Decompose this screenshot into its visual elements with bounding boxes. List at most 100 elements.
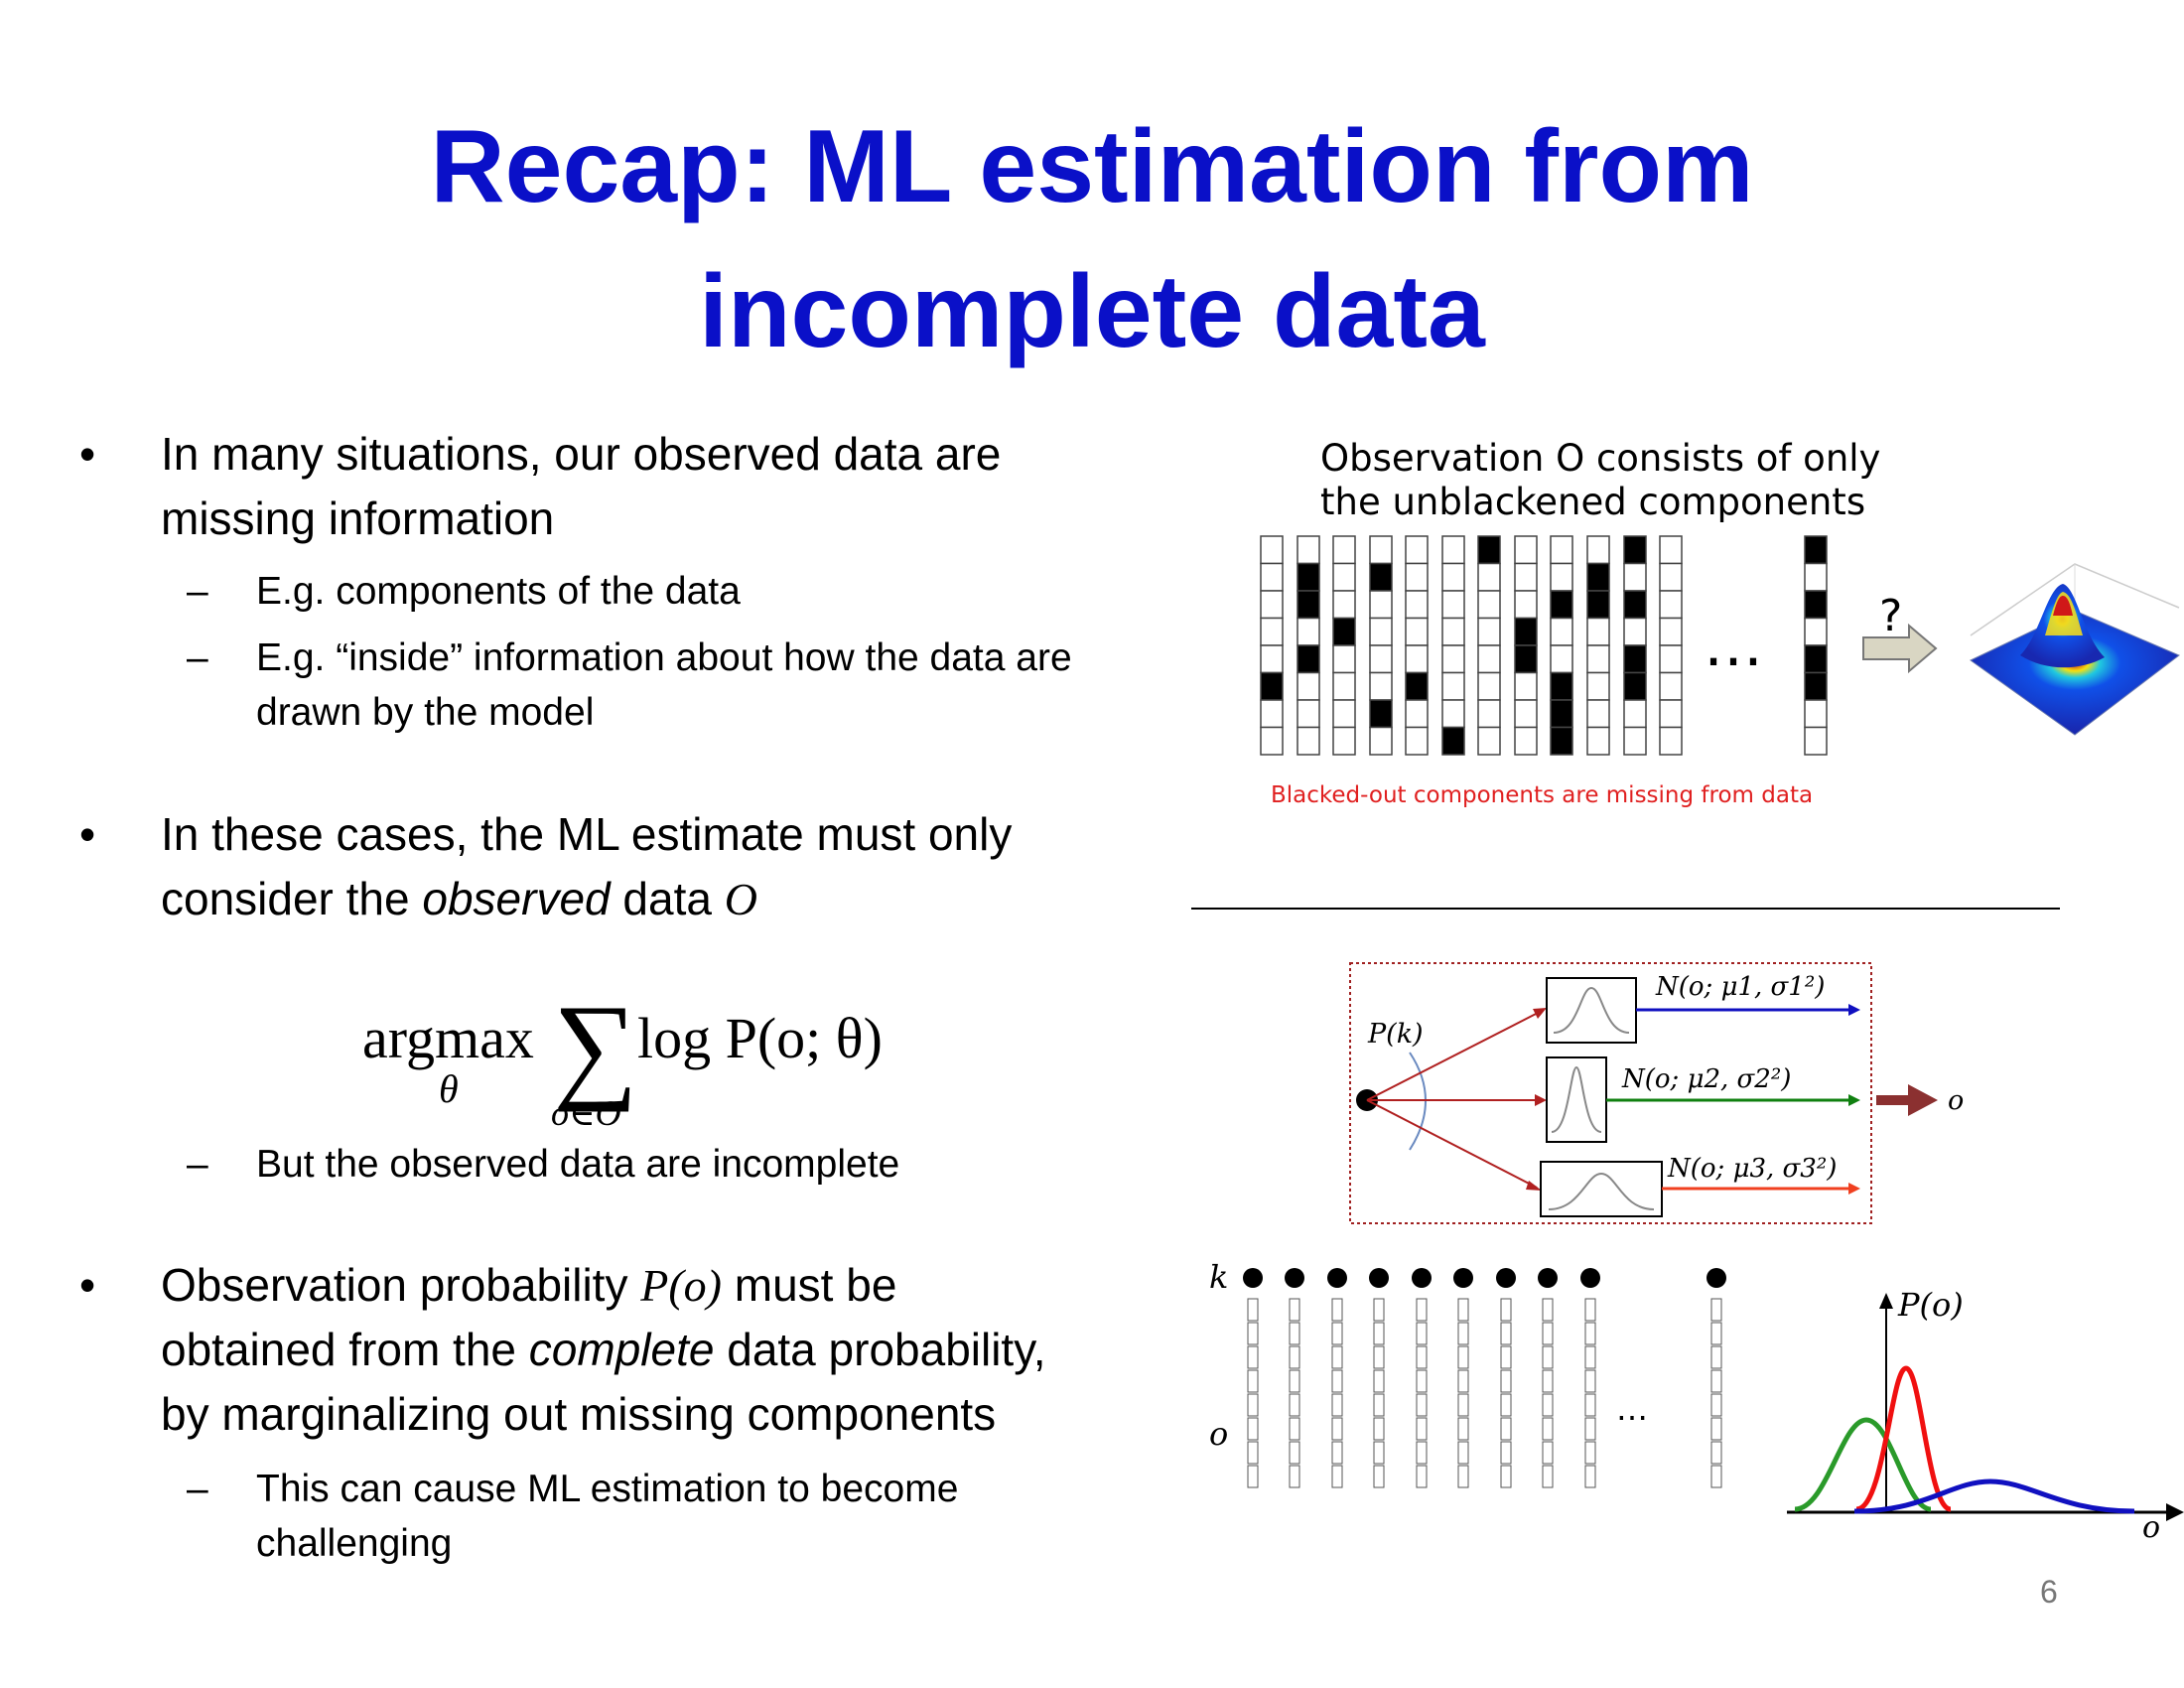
emphasis-observed: observed [422,873,611,924]
o-cell [1500,1465,1512,1488]
columns-ellipsis: … [1616,1390,1648,1428]
grid-cell [1332,617,1356,646]
grid-cell [1550,644,1573,674]
grid-cell [1297,726,1320,756]
grid-cell [1369,726,1393,756]
grid-cell [1332,590,1356,620]
grid-cell [1659,617,1683,646]
grid-cell [1659,590,1683,620]
o-cell [1416,1345,1428,1369]
o-cell [1373,1393,1385,1417]
grid-cell [1514,726,1538,756]
o-cell [1542,1465,1554,1488]
emphasis-complete: complete [528,1324,715,1375]
pk-label: P(k) [1367,1019,1424,1050]
grid-cell [1332,562,1356,592]
grid-cell [1441,617,1465,646]
grid-cell [1804,671,1828,701]
grid-cell [1332,644,1356,674]
gaussian-box-2 [1546,1056,1607,1143]
grid-cell [1297,535,1320,565]
x-axis-arrow-icon [2166,1503,2184,1521]
grid-cell [1586,671,1610,701]
mixture-diagram: P(k) N(o; μ1, σ1²) N(o; μ2, σ2²) N(o; μ3… [1349,962,1964,1224]
o-cell [1289,1298,1300,1322]
o-cell [1500,1393,1512,1417]
grid-cell [1405,644,1429,674]
grid-cell [1260,726,1284,756]
grid-cell [1297,644,1320,674]
grid-cell [1260,562,1284,592]
o-cell [1542,1345,1554,1369]
grid-cell [1441,699,1465,729]
grid-cell [1260,590,1284,620]
grid-cell [1477,617,1501,646]
grid-cell [1586,726,1610,756]
gaussian-surface-icon [1970,563,2180,736]
o-cell [1710,1393,1722,1417]
o-cell [1500,1298,1512,1322]
missing-note: Blacked-out components are missing from … [1271,782,1813,808]
o-cell [1710,1345,1722,1369]
grid-cell [1550,699,1573,729]
gauss-1-label: N(o; μ1, σ1²) [1655,972,1825,1002]
grid-cell [1804,644,1828,674]
grid-cell [1369,617,1393,646]
grid-cell [1441,590,1465,620]
sub-bullet-dash: – [187,1468,208,1510]
k-node [1369,1268,1389,1288]
o-cell [1416,1393,1428,1417]
o-cell [1457,1345,1469,1369]
bullet-dot: • [79,428,96,480]
formula-argmax: argmax [362,1006,534,1070]
py-label: P(o) [1897,1286,1964,1324]
grid-cell [1369,671,1393,701]
grid-cell [1441,726,1465,756]
bullet-dot: • [79,1259,96,1311]
blue-component-curve [1853,1478,2135,1514]
o-cell [1247,1441,1259,1465]
red-component-curve [1855,1365,1952,1512]
grid-cell [1659,644,1683,674]
observation-grid [1260,535,1828,756]
k-label: k [1209,1258,1228,1296]
o-cell [1584,1345,1596,1369]
sub-bullet-1-2-line-1: E.g. “inside” information about how the … [256,636,1072,679]
o-cell [1542,1322,1554,1345]
question-mark: ? [1879,591,1902,641]
grid-cell [1550,671,1573,701]
o-cell [1373,1322,1385,1345]
o-cell [1416,1369,1428,1393]
grid-cell [1659,671,1683,701]
o-cell [1500,1441,1512,1465]
o-cell [1416,1417,1428,1441]
grid-cell [1477,726,1501,756]
o-cell [1331,1369,1343,1393]
grid-cell [1659,699,1683,729]
o-cell [1247,1298,1259,1322]
grid-cell [1804,590,1828,620]
grid-cell [1260,617,1284,646]
slide-title: Recap: ML estimation from incomplete dat… [0,94,2184,384]
arrow-right-icon [1862,623,1938,674]
grid-cell [1405,671,1429,701]
k-node [1496,1268,1516,1288]
o-cell [1373,1345,1385,1369]
sub-bullet-1-1-text: E.g. components of the data [256,570,741,613]
grid-cell [1514,644,1538,674]
grid-cell [1297,671,1320,701]
page-number: 6 [2040,1574,2058,1610]
k-node [1453,1268,1473,1288]
grid-cell [1586,562,1610,592]
title-line-1: Recap: ML estimation from [430,109,1754,224]
formula-expression: log P(o; θ) [637,1006,883,1070]
caption-line-1: Observation O consists of only [1320,437,1881,480]
grid-cell [1514,562,1538,592]
grid-ellipsis: … [1704,611,1763,680]
grid-cell [1804,726,1828,756]
grid-cell [1550,726,1573,756]
o-cell [1289,1345,1300,1369]
o-cell [1331,1345,1343,1369]
grid-cell [1441,644,1465,674]
o-cell [1457,1465,1469,1488]
